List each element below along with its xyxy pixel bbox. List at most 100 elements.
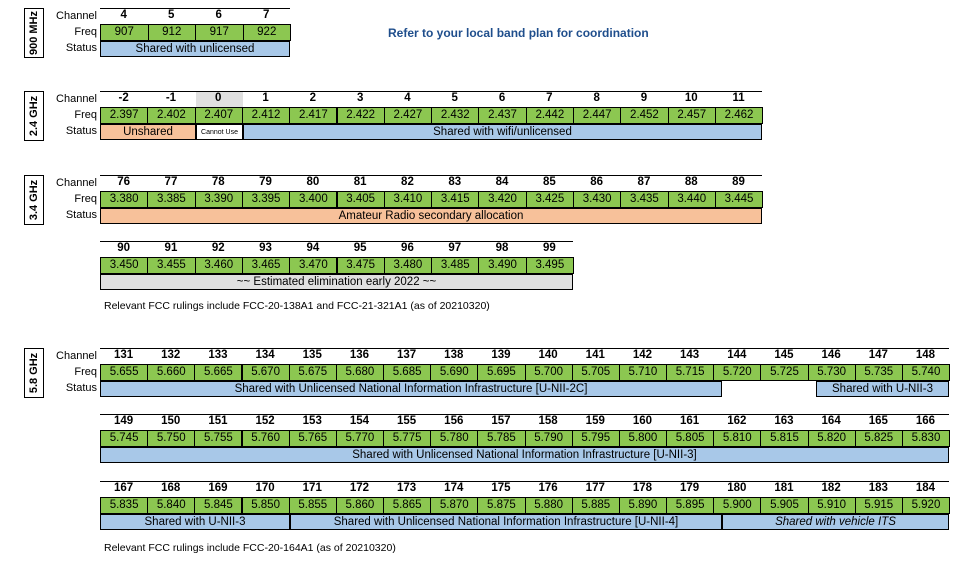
frequency-cell: 5.675	[288, 364, 337, 381]
frequency-cell: 2.457	[667, 107, 716, 124]
frequency-cell: 5.690	[430, 364, 479, 381]
channel-number: -1	[165, 92, 177, 104]
channel-number: 99	[542, 242, 556, 254]
coordination-notice: Refer to your local band plan for coordi…	[388, 26, 649, 40]
channel-number: 157	[491, 415, 511, 427]
frequency-cell: 5.755	[194, 430, 243, 447]
channel-header: Channel	[56, 93, 97, 105]
frequency-cell: 3.390	[194, 191, 243, 208]
status-58-unii3: Shared with U-NII-3	[816, 381, 949, 397]
channel-number: 98	[495, 242, 509, 254]
channel-number: 164	[821, 415, 841, 427]
frequency-cell: 3.385	[147, 191, 196, 208]
channel-number: -2	[118, 92, 129, 104]
frequency-cell: 5.860	[335, 497, 384, 514]
channel-number: 147	[868, 349, 888, 361]
frequency-cell: 2.402	[147, 107, 196, 124]
channel-0-bg	[196, 92, 243, 107]
channel-number: 4	[120, 9, 127, 21]
frequency-cell: 3.415	[431, 191, 480, 208]
band-label-58: 5.8 GHz	[24, 348, 44, 398]
frequency-cell: 5.735	[854, 364, 903, 381]
frequency-cell: 5.705	[571, 364, 620, 381]
frequency-cell: 3.430	[573, 191, 622, 208]
frequency-cell: 5.665	[194, 364, 243, 381]
frequency-cell: 5.900	[713, 497, 762, 514]
frequency-cell: 3.490	[478, 257, 527, 274]
frequency-cell: 3.405	[336, 191, 385, 208]
frequency-cell: 3.480	[383, 257, 433, 274]
channel-number: 178	[632, 482, 653, 494]
channel-number: 154	[349, 415, 370, 427]
channel-number: 176	[538, 482, 558, 494]
frequency-cell: 3.435	[620, 191, 669, 208]
channel-number: 152	[255, 415, 275, 427]
channel-number: 155	[397, 415, 417, 427]
channel-number: 6	[498, 92, 506, 104]
channel-number: 137	[397, 349, 417, 361]
channel-number: 8	[593, 92, 600, 104]
channel-number: 94	[306, 242, 320, 254]
channel-number: 159	[585, 415, 605, 427]
status-34-elimination: ~~ Estimated elimination early 2022 ~~	[100, 274, 573, 290]
channel-number: 140	[538, 349, 558, 361]
frequency-cell: 5.835	[100, 497, 149, 514]
channel-number: 135	[302, 349, 322, 361]
frequency-cell: 3.485	[431, 257, 480, 274]
frequency-cell: 5.850	[241, 497, 290, 514]
status-34: Amateur Radio secondary allocation	[100, 208, 762, 224]
frequency-cell: 2.452	[620, 107, 669, 124]
channel-number: 177	[585, 482, 605, 494]
channel-number: 86	[590, 176, 604, 188]
frequency-cell: 5.700	[524, 364, 573, 381]
frequency-cell: 2.462	[714, 107, 764, 124]
channel-number: 150	[161, 415, 181, 427]
channel-number: 182	[821, 482, 841, 494]
channel-number: 77	[164, 176, 178, 188]
frequency-cell: 3.425	[525, 191, 574, 208]
frequency-cell: 3.410	[383, 191, 433, 208]
frequency-cell: 3.475	[336, 257, 385, 274]
frequency-cell: 3.380	[100, 191, 149, 208]
frequency-cell: 3.445	[714, 191, 764, 208]
channel-number: 10	[684, 92, 698, 104]
channel-number: 79	[259, 176, 272, 188]
frequency-cell: 5.830	[901, 430, 951, 447]
frequency-cell: 2.442	[525, 107, 574, 124]
status-58-unii3b: Shared with U-NII-3	[100, 514, 290, 530]
channel-number: 82	[401, 176, 414, 188]
channel-number: 149	[113, 415, 134, 427]
frequency-cell: 5.730	[807, 364, 856, 381]
channel-number: 143	[680, 349, 700, 361]
channel-number: 133	[208, 349, 228, 361]
channel-number: 92	[211, 242, 225, 254]
channel-number: 136	[349, 349, 370, 361]
frequency-cell: 5.740	[901, 364, 951, 381]
channel-number: 2	[309, 92, 317, 104]
frequency-cell: 2.437	[478, 107, 527, 124]
channel-number: 173	[397, 482, 417, 494]
frequency-cell: 912	[147, 24, 196, 41]
channel-number: 174	[444, 482, 464, 494]
channel-number: 80	[306, 176, 320, 188]
frequency-cell: 3.460	[194, 257, 243, 274]
frequency-cell: 5.795	[571, 430, 620, 447]
frequency-cell: 5.765	[288, 430, 337, 447]
status-header: Status	[65, 382, 97, 394]
frequency-cell: 5.805	[666, 430, 715, 447]
frequency-cell: 5.745	[100, 430, 149, 447]
status-header: Status	[65, 42, 97, 54]
frequency-cell: 5.770	[335, 430, 384, 447]
channel-header: Channel	[56, 177, 97, 189]
freq-header: Freq	[74, 26, 97, 38]
channel-number: 144	[727, 349, 747, 361]
channel-number: 169	[208, 482, 228, 494]
channel-number: 85	[542, 176, 556, 188]
channel-number: 166	[915, 415, 936, 427]
channel-number: 183	[868, 482, 888, 494]
frequency-cell: 5.715	[666, 364, 715, 381]
frequency-cell: 5.910	[807, 497, 856, 514]
channel-number: 151	[208, 415, 228, 427]
channel-number: 156	[444, 415, 464, 427]
channel-number: 5	[451, 92, 458, 104]
